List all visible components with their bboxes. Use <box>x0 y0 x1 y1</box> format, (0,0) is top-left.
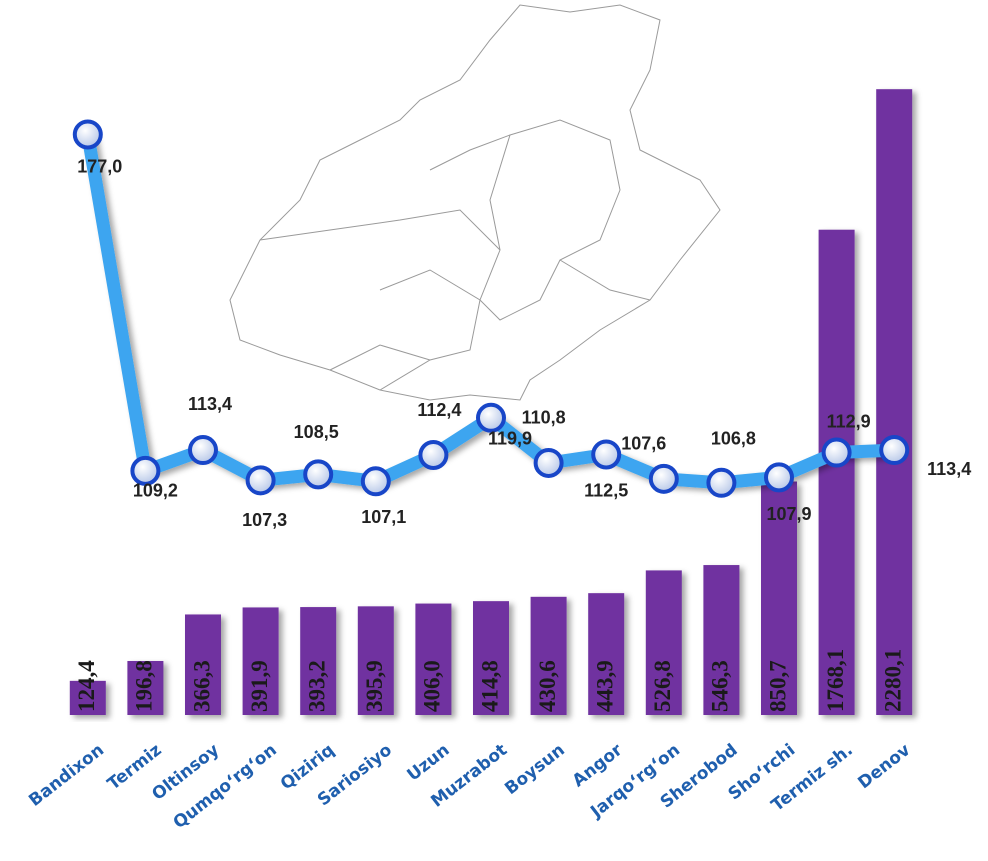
line-value-label: 110,8 <box>522 408 566 428</box>
bar-value-label: 406,0 <box>420 660 445 712</box>
bar-value-label: 2280,1 <box>880 649 905 712</box>
bar <box>588 593 625 715</box>
bar-value-label: 366,3 <box>189 660 214 712</box>
line-point <box>418 440 449 471</box>
x-tick-label: Uzun <box>403 740 453 785</box>
bar <box>185 614 221 715</box>
line-point <box>648 463 679 494</box>
line-value-label: 112,4 <box>417 400 461 420</box>
x-tick-label: Denov <box>854 740 914 793</box>
bar-value-label: 391,9 <box>247 660 272 712</box>
line-point <box>764 462 794 493</box>
line-point <box>533 447 564 478</box>
bar <box>242 607 279 715</box>
bar-value-label: 393,2 <box>304 660 329 712</box>
bar <box>300 607 337 715</box>
bar-value-label: 395,9 <box>362 660 387 712</box>
line-point <box>360 466 391 497</box>
bar <box>703 565 740 715</box>
line-value-label: 113,4 <box>927 459 971 479</box>
x-tick-label: Boysun <box>501 740 569 799</box>
line-point <box>476 402 506 433</box>
x-tick-label: Bandixon <box>25 740 108 811</box>
line-value-label: 112,5 <box>584 480 628 500</box>
line-value-label: 107,6 <box>621 434 666 454</box>
line-point <box>130 455 161 486</box>
bar <box>69 680 106 715</box>
line-point <box>879 435 910 466</box>
bar-value-label: 414,8 <box>477 660 502 712</box>
bar <box>876 89 913 716</box>
bar-value-label: 1768,1 <box>823 649 848 712</box>
line-value-label: 177,0 <box>77 156 122 176</box>
bar <box>818 229 855 715</box>
bar <box>473 601 509 715</box>
map-background <box>229 4 721 401</box>
bar-value-label: 850,7 <box>765 660 790 712</box>
bar <box>127 660 164 715</box>
line-point <box>821 437 852 468</box>
bar-value-label: 546,3 <box>708 660 733 712</box>
line-point <box>706 467 737 498</box>
line-value-label: 119,9 <box>488 429 532 449</box>
line-value-label: 109,2 <box>133 481 178 501</box>
line-value-label: 107,9 <box>766 504 811 524</box>
bar <box>357 606 394 715</box>
bar-value-label: 526,8 <box>650 660 675 712</box>
bar <box>415 603 452 715</box>
x-tick-label: Qumqo‘rg‘on <box>170 740 281 833</box>
line-point <box>245 465 276 496</box>
bar <box>645 570 682 715</box>
line-point <box>72 119 103 150</box>
bar-value-label: 443,9 <box>592 660 617 712</box>
bar <box>530 596 567 715</box>
line-value-label: 107,1 <box>361 507 406 527</box>
line-point <box>188 435 218 466</box>
bar <box>761 481 797 715</box>
line-value-label: 112,9 <box>827 411 871 431</box>
line-point <box>303 459 334 490</box>
line-point <box>591 439 622 470</box>
bar-value-label: 124,4 <box>74 660 99 712</box>
bar-value-label: 430,6 <box>535 660 560 712</box>
line-value-label: 106,8 <box>711 429 756 449</box>
line-value-label: 113,4 <box>188 394 232 414</box>
line-value-label: 108,5 <box>294 422 339 442</box>
line-value-label: 107,3 <box>242 510 287 530</box>
bar-value-label: 196,8 <box>132 660 157 712</box>
